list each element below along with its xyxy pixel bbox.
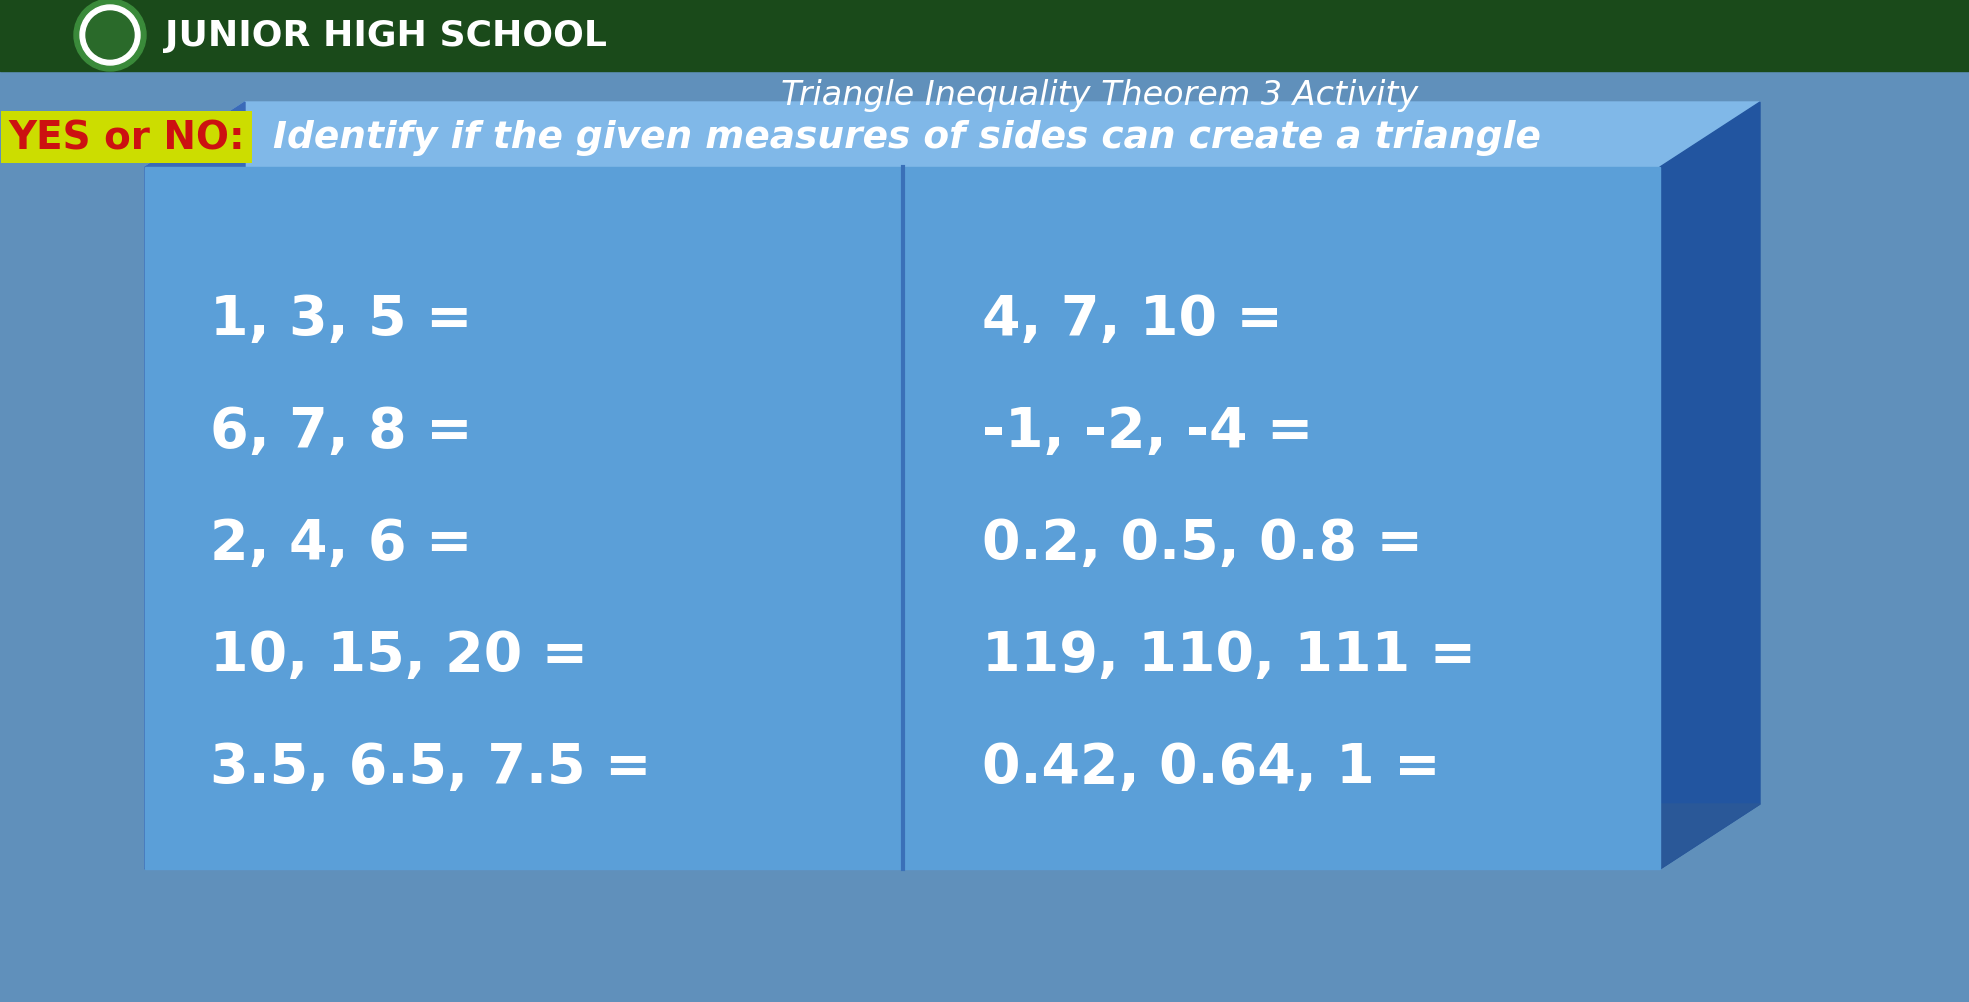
Text: Triangle Inequality Theorem 3 Activity: Triangle Inequality Theorem 3 Activity: [782, 78, 1418, 111]
Circle shape: [81, 6, 140, 66]
Text: YES or NO:: YES or NO:: [8, 119, 244, 157]
Text: -1, -2, -4 =: -1, -2, -4 =: [983, 405, 1313, 459]
Text: Identify if the given measures of sides can create a triangle: Identify if the given measures of sides …: [260, 120, 1542, 156]
Polygon shape: [146, 805, 1760, 869]
Polygon shape: [146, 103, 1760, 167]
Text: 6, 7, 8 =: 6, 7, 8 =: [211, 405, 473, 459]
Text: 1, 3, 5 =: 1, 3, 5 =: [211, 293, 473, 347]
Text: JUNIOR HIGH SCHOOL: JUNIOR HIGH SCHOOL: [165, 19, 606, 53]
Circle shape: [75, 0, 146, 72]
Bar: [0, 0, 1969, 72]
Circle shape: [87, 12, 134, 60]
Text: 2, 4, 6 =: 2, 4, 6 =: [211, 516, 473, 570]
Text: 119, 110, 111 =: 119, 110, 111 =: [983, 628, 1477, 682]
Text: 10, 15, 20 =: 10, 15, 20 =: [211, 628, 589, 682]
Polygon shape: [1660, 103, 1760, 869]
Text: 0.42, 0.64, 1 =: 0.42, 0.64, 1 =: [983, 740, 1441, 795]
Text: 4, 7, 10 =: 4, 7, 10 =: [983, 293, 1284, 347]
Polygon shape: [146, 103, 244, 869]
Bar: [146, 167, 1660, 869]
Text: 0.2, 0.5, 0.8 =: 0.2, 0.5, 0.8 =: [983, 516, 1424, 570]
Text: 3.5, 6.5, 7.5 =: 3.5, 6.5, 7.5 =: [211, 740, 652, 795]
